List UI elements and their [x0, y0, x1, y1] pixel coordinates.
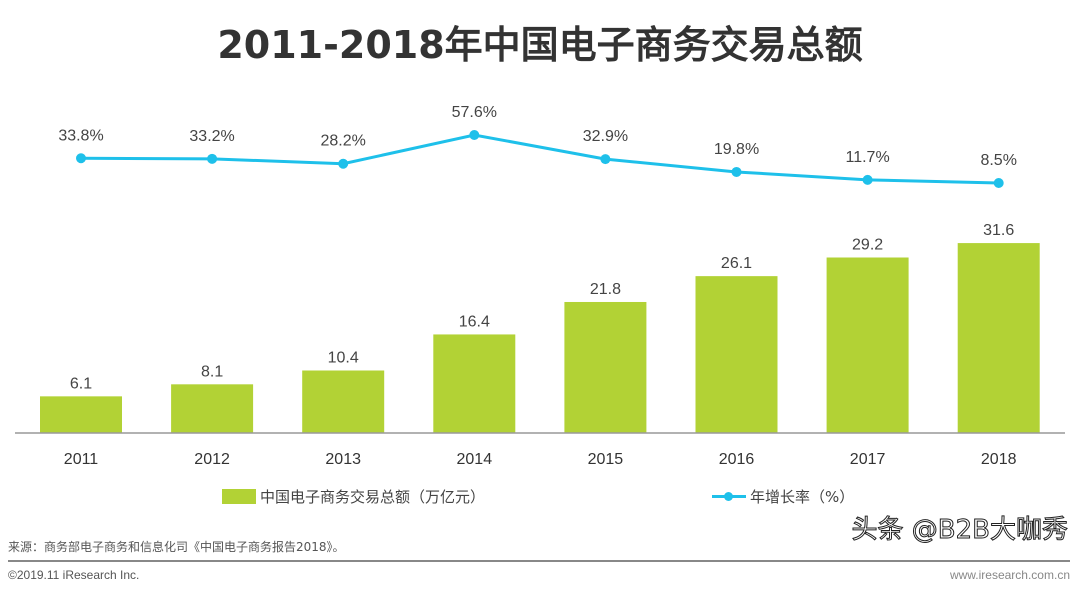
growth-label-2018: 8.5% [980, 152, 1016, 169]
growth-point-2011 [76, 153, 86, 164]
growth-label-2015: 32.9% [583, 128, 628, 145]
growth-point-2017 [862, 174, 873, 185]
x-tick-2017: 2017 [850, 451, 886, 468]
bar-label-2016: 26.1 [721, 255, 752, 272]
growth-point-2012 [207, 153, 218, 164]
growth-point-2015 [600, 154, 611, 165]
bar-label-2017: 29.2 [852, 237, 883, 254]
x-tick-2012: 2012 [194, 451, 230, 468]
copyright: ©2019.11 iResearch Inc. [8, 568, 140, 582]
growth-label-2016: 19.8% [714, 141, 759, 158]
legend-bar-swatch [222, 489, 256, 504]
x-tick-2014: 2014 [457, 451, 493, 468]
bar-2013 [302, 370, 385, 433]
legend-line-swatch [712, 489, 746, 504]
bar-label-2012: 8.1 [201, 363, 223, 380]
x-tick-2018: 2018 [981, 451, 1017, 468]
growth-label-2012: 33.2% [189, 128, 234, 145]
growth-label-2013: 28.2% [321, 133, 366, 150]
bar-2017 [826, 257, 909, 433]
bar-label-2015: 21.8 [590, 281, 621, 298]
legend-item-line: 年增长率（%） [712, 486, 854, 507]
x-tick-2013: 2013 [325, 451, 361, 468]
chart-title: 2011-2018年中国电子商务交易总额 [217, 23, 863, 67]
watermark: 头条 @B2B大咖秀 [851, 515, 1068, 546]
bar-2011 [40, 396, 122, 433]
bar-label-2018: 31.6 [983, 222, 1014, 239]
growth-label-2014: 57.6% [452, 104, 497, 121]
legend-line-label: 年增长率（%） [750, 488, 855, 506]
bar-2012 [171, 384, 254, 433]
bar-2018 [957, 243, 1040, 433]
growth-line [80, 133, 999, 185]
bar-2014 [433, 334, 516, 433]
bar-label-2011: 6.1 [70, 375, 92, 392]
legend-item-bar: 中国电子商务交易总额（万亿元） [222, 486, 485, 507]
growth-label-2017: 11.7% [846, 149, 890, 166]
legend-bar-label: 中国电子商务交易总额（万亿元） [260, 488, 486, 506]
growth-point-2013 [338, 158, 349, 169]
source-note: 来源：商务部电子商务和信息化司《中国电子商务报告2018》。 [8, 540, 345, 554]
growth-point-2016 [731, 166, 742, 177]
x-tick-2016: 2016 [719, 451, 755, 468]
x-tick-2011: 2011 [64, 451, 99, 468]
growth-point-2014 [469, 129, 480, 140]
bar-2015 [564, 301, 647, 433]
growth-point-2018 [993, 178, 1004, 188]
bar-label-2014: 16.4 [459, 313, 490, 330]
site-url: www.iresearch.com.cn [949, 568, 1070, 582]
footer-divider [8, 560, 1070, 562]
bar-label-2013: 10.4 [328, 349, 359, 366]
growth-label-2011: 33.8% [58, 127, 103, 144]
bar-2016 [695, 276, 778, 433]
x-tick-2015: 2015 [588, 451, 624, 468]
chart-plot: 6.1 2011 8.1 2012 10.4 2013 16.4 2014 21.8 2015 26… [15, 104, 1065, 468]
